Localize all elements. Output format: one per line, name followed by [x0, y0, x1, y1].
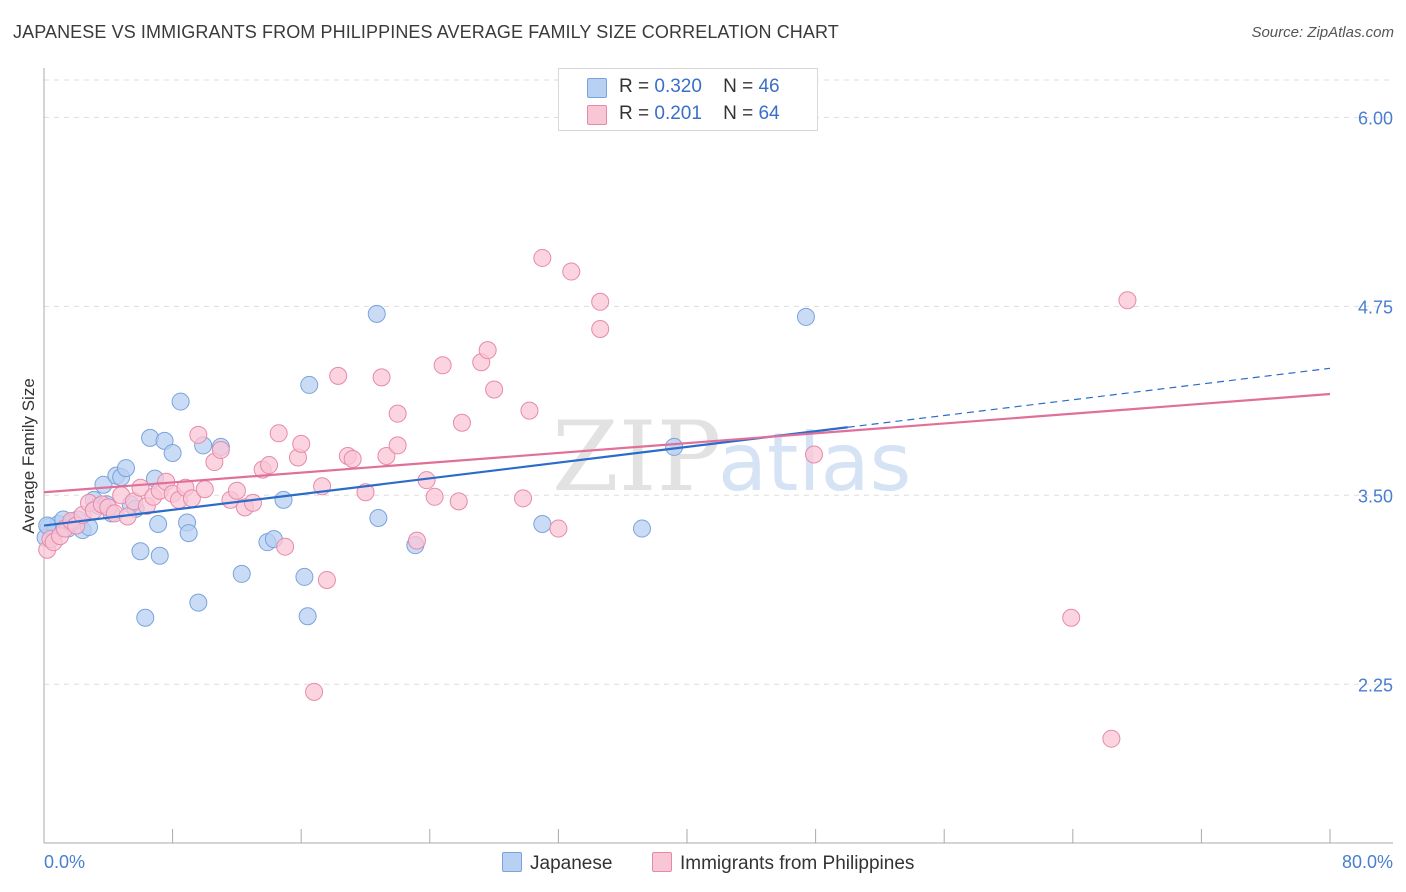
japanese-point: [796, 307, 815, 326]
japanese-point: [533, 515, 552, 534]
japanese-legend-label: Japanese: [530, 853, 613, 874]
y-tick-label: 3.50: [1358, 486, 1393, 506]
japanese-point: [141, 428, 160, 447]
philippines-point: [562, 262, 581, 281]
philippines-point: [514, 489, 533, 508]
philippines-point: [1102, 729, 1121, 748]
legend-r-label: R =: [619, 103, 650, 124]
japanese-trend-extension: [847, 367, 1331, 428]
japanese-point: [632, 519, 651, 538]
x-axis-max-label: 80.0%: [1341, 852, 1393, 872]
japanese-swatch: [587, 78, 607, 98]
philippines-point: [377, 446, 396, 465]
japanese-point: [150, 546, 169, 565]
legend-n-value: 64: [758, 103, 780, 124]
philippines-point: [211, 440, 230, 459]
japanese-point: [171, 392, 190, 411]
x-axis-min-label: 0.0%: [44, 852, 86, 872]
philippines-point: [433, 356, 452, 375]
legend-text-philippines: R = 0.201 N = 64: [619, 103, 780, 125]
philippines-points: [38, 248, 1137, 748]
source-label: Source: ZipAtlas.com: [1251, 24, 1394, 41]
philippines-point: [243, 493, 262, 512]
japanese-point: [232, 564, 251, 583]
philippines-point: [260, 456, 279, 475]
y-tick-label: 4.75: [1358, 297, 1393, 317]
japanese-point: [295, 567, 314, 586]
y-axis-label: Average Family Size: [19, 378, 38, 534]
philippines-legend-label: Immigrants from Philippines: [680, 853, 915, 874]
philippines-point: [269, 424, 288, 443]
japanese-point: [367, 304, 386, 323]
philippines-point: [485, 380, 504, 399]
bottom-legend-japanese: Japanese: [502, 852, 612, 875]
bottom-legend-philippines: Immigrants from Philippines: [652, 852, 914, 875]
legend-r-value: 0.201: [654, 103, 702, 124]
chart-title: JAPANESE VS IMMIGRANTS FROM PHILIPPINES …: [13, 22, 839, 42]
y-tick-label: 2.25: [1358, 675, 1393, 695]
japanese-point: [298, 607, 317, 626]
legend-n-label: N =: [723, 76, 754, 97]
philippines-legend-swatch: [652, 852, 672, 872]
philippines-point: [195, 480, 214, 499]
japanese-point: [274, 490, 293, 509]
japanese-point: [131, 542, 150, 561]
japanese-point: [116, 459, 135, 478]
philippines-point: [276, 537, 295, 556]
philippines-point: [372, 368, 391, 387]
philippines-point: [1118, 291, 1137, 310]
philippines-point: [520, 401, 539, 420]
philippines-point: [425, 487, 444, 506]
y-tick-label: 6.00: [1358, 108, 1393, 128]
japanese-point: [179, 524, 198, 543]
japanese-trend-line: [43, 426, 848, 527]
philippines-point: [343, 450, 362, 469]
zipatlas-watermark: ZIPatlas: [552, 401, 911, 513]
legend-n-label: N =: [723, 103, 754, 124]
philippines-point: [591, 320, 610, 338]
legend-r-value: 0.320: [654, 76, 702, 97]
grid-lines: [44, 79, 1393, 685]
philippines-point: [452, 413, 471, 432]
philippines-point: [407, 531, 426, 550]
japanese-point: [300, 375, 319, 394]
philippines-point: [329, 366, 348, 385]
philippines-point: [305, 682, 324, 701]
legend-r-label: R =: [619, 76, 650, 97]
japanese-point: [149, 515, 168, 534]
y-tick-labels: 2.25 3.50 4.75 6.00: [1358, 108, 1393, 695]
philippines-point: [227, 481, 246, 500]
axes: [43, 68, 1393, 844]
philippines-point: [388, 404, 407, 423]
correlation-legend: R = 0.320 N = 46 R = 0.201 N = 64: [558, 68, 818, 131]
philippines-point: [189, 425, 208, 444]
japanese-legend-swatch: [502, 852, 522, 872]
philippines-point: [317, 570, 336, 589]
japanese-point: [163, 443, 182, 462]
trend-lines: [43, 367, 1331, 527]
watermark-zip: ZIP: [552, 401, 721, 513]
philippines-point: [388, 436, 407, 455]
japanese-point: [369, 508, 388, 527]
philippines-point: [1062, 608, 1081, 627]
philippines-point: [292, 434, 311, 453]
philippines-point: [478, 341, 497, 360]
philippines-swatch: [587, 105, 607, 125]
philippines-point: [591, 292, 610, 311]
philippines-trend-line: [43, 392, 1331, 494]
japanese-point: [189, 593, 208, 612]
philippines-point: [549, 519, 568, 538]
philippines-point: [533, 248, 552, 267]
japanese-point: [136, 608, 155, 627]
philippines-point: [356, 483, 375, 502]
philippines-point: [804, 445, 823, 464]
philippines-point: [449, 492, 468, 511]
legend-n-value: 46: [758, 76, 780, 97]
legend-text-japanese: R = 0.320 N = 46: [619, 76, 780, 98]
